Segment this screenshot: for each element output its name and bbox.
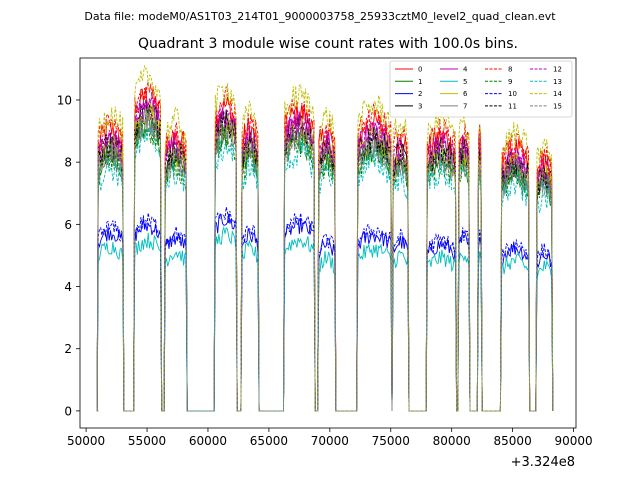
- x-tick-label: 65000: [250, 434, 288, 448]
- legend-label-12: 12: [553, 66, 562, 74]
- x-tick-label: 50000: [67, 434, 105, 448]
- legend-label-5: 5: [463, 78, 467, 86]
- legend-box: [389, 60, 573, 118]
- legend-label-13: 13: [553, 78, 562, 86]
- legend-label-2: 2: [418, 90, 422, 98]
- series-line-13: [96, 127, 554, 412]
- y-tick-label: 2: [64, 342, 72, 356]
- legend-label-4: 4: [463, 66, 468, 74]
- legend-label-14: 14: [553, 90, 562, 98]
- plot-area: [79, 57, 577, 429]
- legend-label-7: 7: [463, 102, 467, 110]
- y-tick-label: 0: [64, 404, 72, 418]
- series-lines: [96, 65, 554, 412]
- x-tick-label: 85000: [494, 434, 532, 448]
- legend-label-1: 1: [418, 78, 422, 86]
- legend-label-0: 0: [418, 66, 422, 74]
- legend-label-9: 9: [508, 78, 512, 86]
- x-tick-label: 75000: [372, 434, 410, 448]
- y-tick-label: 8: [64, 156, 72, 170]
- legend-label-6: 6: [463, 90, 468, 98]
- y-tick-label: 10: [57, 93, 72, 107]
- y-tick-label: 4: [64, 280, 72, 294]
- x-tick-label: 90000: [554, 434, 592, 448]
- axes-frame: [79, 57, 577, 429]
- x-tick-label: 70000: [311, 434, 349, 448]
- y-tick-label: 6: [64, 218, 72, 232]
- legend-label-10: 10: [508, 90, 517, 98]
- series-line-14: [96, 65, 554, 412]
- x-axis: 50000 55000 60000 65000 70000 75000 80000 85000…: [67, 428, 593, 448]
- legend-label-11: 11: [508, 102, 517, 110]
- chart-suptitle: Data file: modeM0/AS1T03_214T01_90000037…: [84, 10, 556, 23]
- x-offset-label: +3.324e8: [511, 455, 575, 470]
- legend-label-8: 8: [508, 66, 512, 74]
- chart-title: Quadrant 3 module wise count rates with …: [138, 36, 518, 52]
- y-axis: 0 2 4 6 8 10: [57, 93, 80, 418]
- legend-label-3: 3: [418, 102, 422, 110]
- x-tick-label: 80000: [433, 434, 471, 448]
- legend-label-15: 15: [553, 102, 562, 110]
- x-tick-label: 60000: [189, 434, 227, 448]
- x-tick-label: 55000: [128, 434, 166, 448]
